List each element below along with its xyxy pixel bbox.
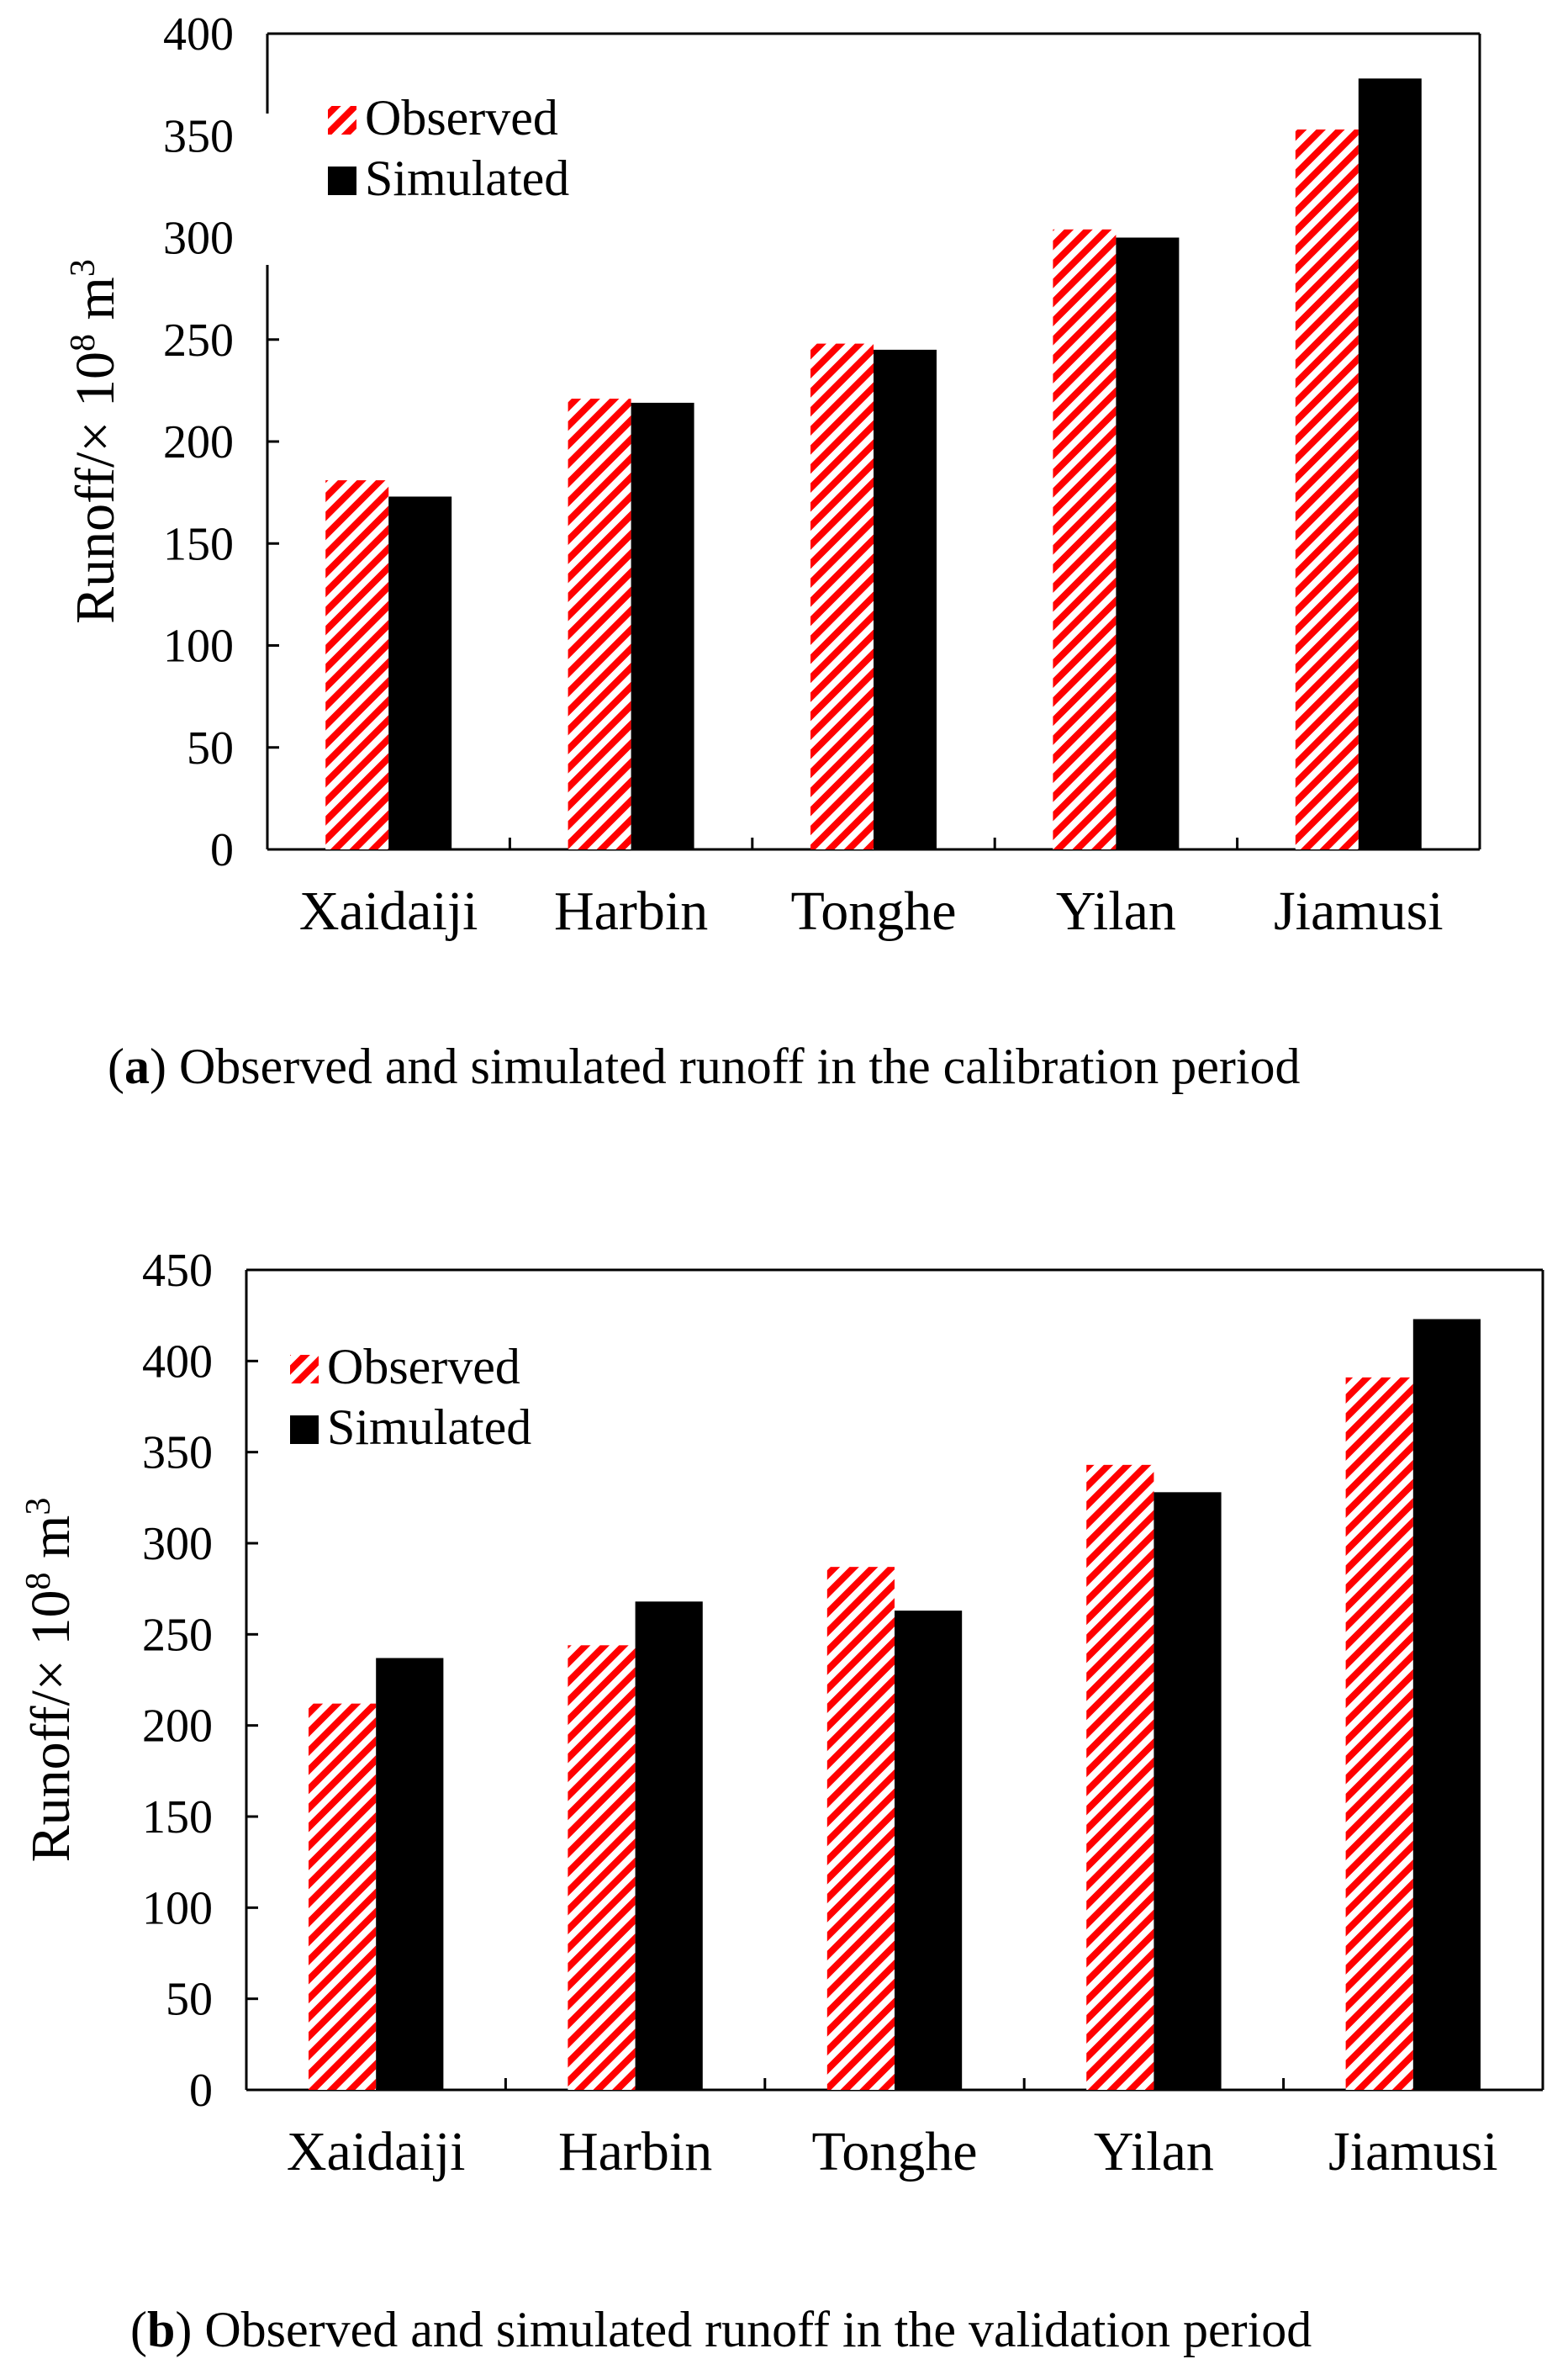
bar-simulated-jiamusi [1358, 78, 1422, 850]
bar-simulated-jiamusi [1412, 1319, 1481, 2090]
bar-observed-tonghe [810, 343, 874, 850]
x-tick-label: Harbin [554, 881, 708, 942]
x-tick-label: Xaidaiji [299, 881, 478, 942]
caption-paren: ( [108, 1039, 124, 1094]
bar-observed-harbin [568, 1645, 636, 2090]
bar-observed-harbin [568, 399, 631, 849]
y-tick-label: 300 [163, 213, 234, 265]
legend-label-simulated: Simulated [365, 151, 569, 206]
caption-text: ) Observed and simulated runoff in the v… [175, 2302, 1312, 2357]
bar-simulated-yilan [1116, 237, 1180, 849]
y-tick-label: 50 [166, 1974, 213, 2026]
y-tick-label: 300 [142, 1518, 213, 1570]
chart-b: 0 50 100 150 200 250 300 350 400 450 Xaidaiji Harbi… [19, 1245, 1544, 2357]
bar-simulated-tonghe [895, 1611, 963, 2090]
y-axis-label-exponent: 8 [64, 334, 103, 352]
legend-swatch-simulated [290, 1415, 319, 1444]
x-tick-label: Xaidaiji [287, 2121, 466, 2182]
caption-letter: b [147, 2302, 175, 2357]
x-tick-label: Yilan [1094, 2121, 1214, 2182]
y-tick-label: 150 [142, 1791, 213, 1843]
legend-label-simulated: Simulated [327, 1399, 531, 1455]
caption-letter: a [124, 1039, 150, 1094]
chart-a: 0 50 100 150 200 250 300 350 400 Xaidaiji Harbin To… [64, 8, 1481, 1094]
y-axis-label-exponent: 8 [19, 1572, 58, 1589]
y-axis-label: Runoff/× 108 m3 [19, 1498, 82, 1863]
bar-simulated-xaidaiji [376, 1658, 444, 2090]
y-tick-label: 400 [142, 1336, 213, 1388]
y-axis-label-main: Runoff/× 10 [20, 1589, 82, 1862]
figure-caption: (a) Observed and simulated runoff in the… [108, 1039, 1300, 1094]
caption-paren: ( [130, 2302, 147, 2357]
x-tick-label: Harbin [558, 2121, 712, 2182]
bar-observed-xaidaiji [309, 1703, 377, 2090]
bar-simulated-yilan [1154, 1492, 1222, 2090]
x-tick-label: Yilan [1056, 881, 1176, 942]
y-tick-label: 150 [163, 518, 234, 570]
bar-observed-xaidaiji [325, 480, 389, 849]
y-tick-label: 350 [142, 1427, 213, 1479]
y-tick-label: 450 [142, 1245, 213, 1297]
y-tick-label: 250 [142, 1609, 213, 1661]
y-tick-label: 400 [163, 8, 234, 61]
bar-observed-jiamusi [1345, 1377, 1413, 2090]
bar-observed-tonghe [826, 1567, 895, 2090]
bar-simulated-harbin [635, 1601, 703, 2090]
y-axis-label-unit-exponent: 3 [19, 1498, 58, 1515]
y-tick-label: 100 [163, 621, 234, 673]
y-tick-label: 100 [142, 1882, 213, 1934]
legend-label-observed: Observed [327, 1339, 520, 1394]
x-tick-label: Jiamusi [1328, 2121, 1498, 2182]
legend-swatch-observed [290, 1355, 319, 1383]
figure-caption: (b) Observed and simulated runoff in the… [130, 2302, 1312, 2357]
bar-simulated-tonghe [874, 349, 937, 849]
bar-simulated-xaidaiji [388, 496, 452, 849]
y-tick-label: 50 [187, 722, 234, 775]
bar-observed-jiamusi [1295, 129, 1359, 850]
legend-swatch-observed [328, 106, 356, 135]
y-axis-label-main: Runoff/× 10 [65, 352, 126, 624]
y-tick-label: 200 [142, 1700, 213, 1753]
bar-observed-yilan [1053, 229, 1117, 849]
x-tick-label: Jiamusi [1274, 881, 1444, 942]
legend: Observed Simulated [328, 90, 569, 206]
y-tick-label: 250 [163, 315, 234, 367]
legend-label-observed: Observed [365, 90, 558, 145]
y-axis-label-unit: m [20, 1515, 82, 1573]
y-tick-label: 200 [163, 416, 234, 468]
legend-swatch-simulated [328, 167, 356, 195]
y-tick-label: 0 [189, 2065, 213, 2117]
caption-text: ) Observed and simulated runoff in the c… [150, 1039, 1301, 1094]
bar-simulated-harbin [631, 402, 694, 849]
y-tick-label: 0 [210, 824, 234, 876]
y-axis-label: Runoff/× 108 m3 [64, 259, 126, 624]
x-tick-label: Tonghe [790, 881, 956, 942]
y-axis-label-unit-exponent: 3 [64, 259, 103, 277]
bar-observed-yilan [1086, 1464, 1154, 2090]
y-axis-label-unit: m [65, 277, 126, 334]
y-tick-label: 350 [163, 110, 234, 162]
x-tick-label: Tonghe [811, 2121, 977, 2182]
